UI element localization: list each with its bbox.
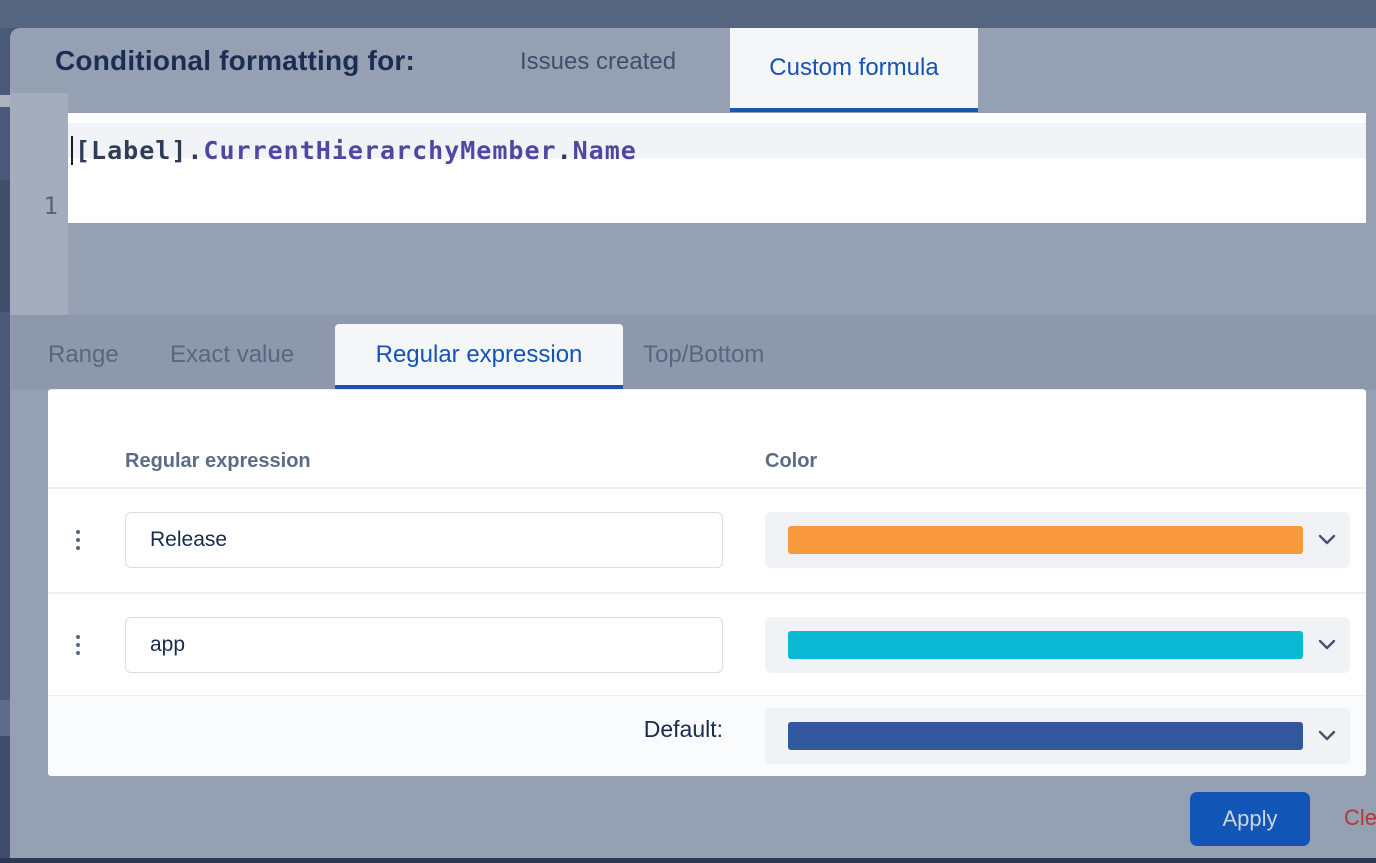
tab-custom-formula[interactable]: Custom formula [730,28,978,108]
code-token: Name [572,136,637,165]
chevron-down-icon [1318,730,1336,741]
color-dropdown[interactable] [765,512,1350,568]
code-editor-gutter: 1 [10,93,68,315]
chevron-down-icon [1318,639,1336,650]
background-fragment [0,180,10,312]
default-color-row: Default: [48,696,1366,776]
tab-issues-created[interactable]: Issues created [520,48,677,75]
background-page-left-edge [0,28,10,863]
drag-handle-icon[interactable] [72,629,84,661]
color-swatch-cyan [788,631,1303,659]
clear-link[interactable]: Clear [1344,805,1376,830]
dialog-title: Conditional formatting for: [55,45,416,76]
row-separator [48,592,1366,594]
row-separator [48,487,1366,489]
tab-range[interactable]: Range [48,341,119,368]
column-header-expression: Regular expression [125,450,311,472]
color-swatch-orange [788,526,1303,554]
code-token: . [556,136,573,165]
conditional-formatting-dialog: Conditional formatting for: Issues creat… [10,28,1376,858]
color-dropdown[interactable] [765,617,1350,673]
text-cursor [71,136,73,165]
tab-exact-value[interactable]: Exact value [170,341,295,368]
column-header-color: Color [765,450,818,472]
tab-regular-expression[interactable]: Regular expression [335,324,623,385]
line-number: 1 [43,192,58,220]
code-token: [Label]. [75,136,204,165]
regex-input[interactable] [125,512,723,568]
default-label: Default: [643,716,723,742]
code-token: CurrentHierarchyMember [203,136,557,165]
regex-rules-panel: Regular expression Color [48,389,1366,776]
tab-regular-expression-underline [335,385,623,390]
rule-type-tabbar: Range Exact value Regular expression Top… [10,315,1376,390]
rule-row [48,593,1366,697]
formula-code-editor[interactable]: [Label]. CurrentHierarchyMember. Name [68,113,1366,223]
rule-row [48,488,1366,592]
color-swatch-dark-blue [788,722,1303,750]
tab-custom-formula-underline [730,108,978,112]
default-color-dropdown[interactable] [765,708,1350,764]
apply-button[interactable]: Apply [1190,792,1310,846]
background-fragment [0,736,10,858]
background-fragment [0,95,10,107]
background-fragment [0,700,10,736]
active-line-highlight: [Label]. CurrentHierarchyMember. Name [68,123,1366,165]
tab-top-bottom[interactable]: Top/Bottom [643,341,765,368]
background-page-bottom-edge [0,858,1376,863]
regex-input[interactable] [125,617,723,673]
formula-code-line: [Label]. CurrentHierarchyMember. Name [75,136,637,165]
drag-handle-icon[interactable] [72,524,84,556]
chevron-down-icon [1318,534,1336,545]
background-page-top-edge [0,0,1376,28]
